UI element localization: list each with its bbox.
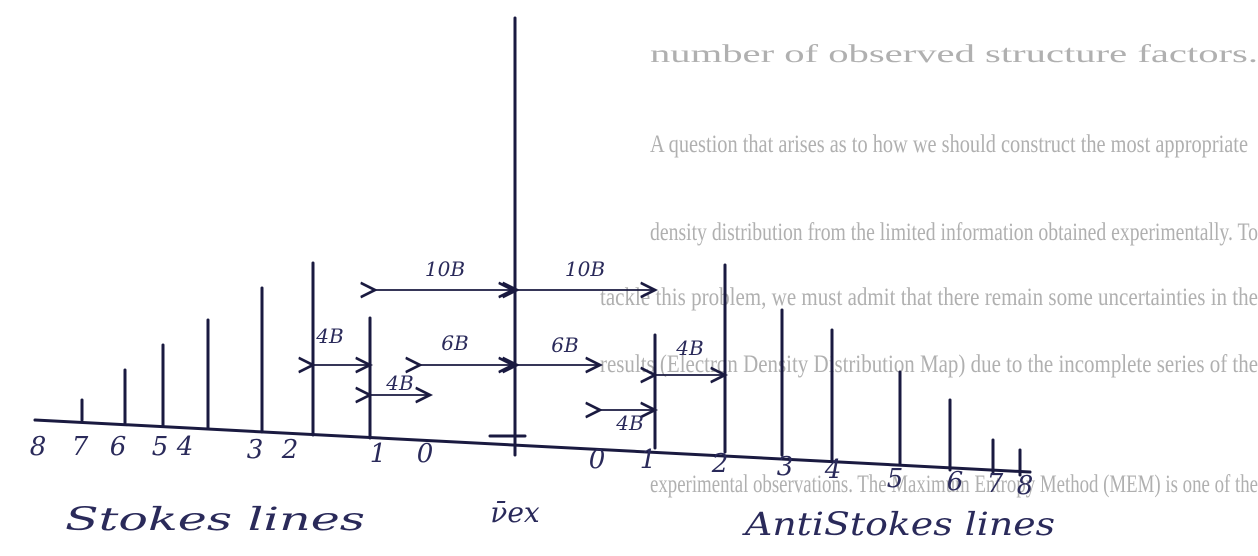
spacing-label: 4B (385, 371, 413, 395)
antistokes-number: 3 (777, 452, 794, 482)
antistokes-number: 7 (987, 469, 1004, 499)
center-label: ν̄ex (490, 496, 540, 529)
stokes-number: 3 (247, 435, 264, 465)
antistokes-number: 6 (947, 467, 964, 497)
spacing-label: 6B (441, 331, 468, 355)
spacing-label: 10B (425, 257, 465, 281)
stokes-number: 7 (72, 432, 89, 462)
background-text: number of observed structure factors. A q… (600, 41, 1258, 498)
antistokes-number: 4 (824, 455, 842, 485)
antistokes-label: AntiStokes lines (741, 505, 1055, 543)
background-line: density distribution from the limited in… (650, 219, 1258, 246)
spacing-label: 4B (675, 336, 703, 360)
background-line: A question that arises as to how we shou… (650, 131, 1248, 158)
spacing-label: 10B (565, 257, 605, 281)
stokes-number: 6 (110, 432, 127, 462)
stokes-label: Stokes lines (65, 500, 365, 538)
stokes-number: 8 (30, 432, 47, 462)
page: number of observed structure factors. A q… (0, 0, 1258, 556)
antistokes-number: 0 (589, 445, 606, 475)
stokes-number: 4 (176, 432, 194, 462)
stokes-number: 0 (417, 439, 434, 469)
stokes-number: 1 (370, 439, 387, 469)
antistokes-number: 5 (887, 464, 904, 494)
background-line: number of observed structure factors. (650, 41, 1258, 68)
spacing-label: 4B (615, 411, 643, 435)
antistokes-number: 2 (711, 449, 729, 479)
antistokes-number: 1 (640, 445, 657, 475)
spacing-label: 6B (551, 333, 578, 357)
antistokes-number: 8 (1017, 471, 1034, 501)
stokes-number: 5 (152, 432, 169, 462)
stokes-number: 2 (281, 435, 299, 465)
background-line: tackle this problem, we must admit that … (600, 284, 1258, 311)
spacing-label: 4B (315, 324, 343, 348)
